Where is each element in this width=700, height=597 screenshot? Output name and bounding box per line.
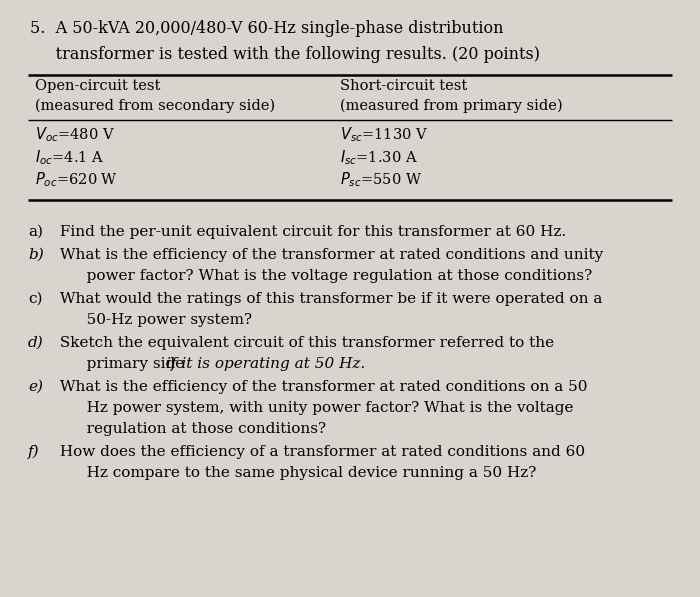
Text: Short-circuit test: Short-circuit test [340,79,468,93]
Text: e): e) [28,380,43,394]
Text: $P_{sc}$=550 W: $P_{sc}$=550 W [340,170,422,189]
Text: $P_{oc}$=620 W: $P_{oc}$=620 W [35,170,118,189]
Text: Open-circuit test: Open-circuit test [35,79,160,93]
Text: $I_{sc}$=1.30 A: $I_{sc}$=1.30 A [340,148,418,167]
Text: How does the efficiency of a transformer at rated conditions and 60: How does the efficiency of a transformer… [55,445,585,459]
Text: if it is operating at 50 Hz.: if it is operating at 50 Hz. [167,357,365,371]
Text: (measured from primary side): (measured from primary side) [340,99,563,113]
Text: $I_{oc}$=4.1 A: $I_{oc}$=4.1 A [35,148,104,167]
Text: d): d) [28,336,43,350]
Text: $V_{oc}$=480 V: $V_{oc}$=480 V [35,125,115,144]
Text: power factor? What is the voltage regulation at those conditions?: power factor? What is the voltage regula… [72,269,592,283]
Text: regulation at those conditions?: regulation at those conditions? [72,422,326,436]
Text: What is the efficiency of the transformer at rated conditions on a 50: What is the efficiency of the transforme… [55,380,587,394]
Text: transformer is tested with the following results. (20 points): transformer is tested with the following… [30,46,540,63]
Text: What is the efficiency of the transformer at rated conditions and unity: What is the efficiency of the transforme… [55,248,603,262]
Text: What would the ratings of this transformer be if it were operated on a: What would the ratings of this transform… [55,292,603,306]
Text: primary side: primary side [72,357,189,371]
Text: Find the per-unit equivalent circuit for this transformer at 60 Hz.: Find the per-unit equivalent circuit for… [55,225,566,239]
Text: a): a) [28,225,43,239]
Text: f): f) [28,445,40,459]
Text: Sketch the equivalent circuit of this transformer referred to the: Sketch the equivalent circuit of this tr… [55,336,554,350]
Text: Hz compare to the same physical device running a 50 Hz?: Hz compare to the same physical device r… [72,466,536,480]
Text: 50-Hz power system?: 50-Hz power system? [72,313,252,327]
Text: b): b) [28,248,43,262]
Text: Hz power system, with unity power factor? What is the voltage: Hz power system, with unity power factor… [72,401,573,415]
Text: (measured from secondary side): (measured from secondary side) [35,99,275,113]
Text: $V_{sc}$=1130 V: $V_{sc}$=1130 V [340,125,428,144]
Text: c): c) [28,292,43,306]
Text: 5.  A 50-kVA 20,000/480-V 60-Hz single-phase distribution: 5. A 50-kVA 20,000/480-V 60-Hz single-ph… [30,20,503,37]
